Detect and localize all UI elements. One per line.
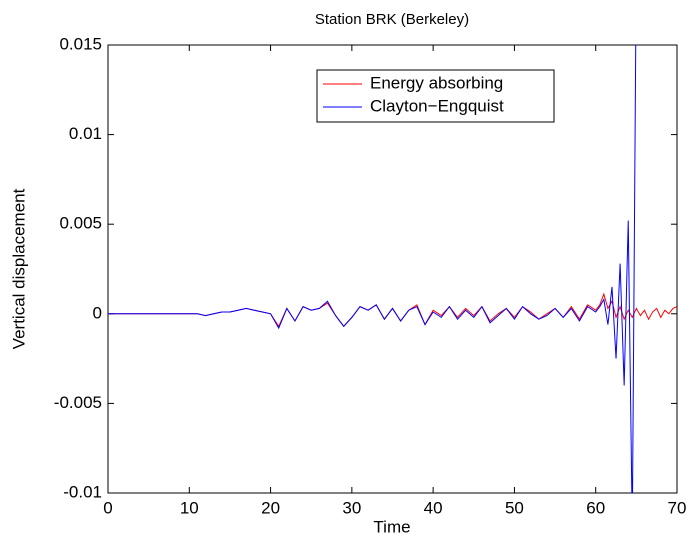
x-tick-label: 30 — [342, 498, 361, 517]
x-tick-label: 70 — [668, 498, 687, 517]
series-line — [108, 45, 637, 493]
x-tick-label: 20 — [261, 498, 280, 517]
legend-box — [316, 69, 555, 123]
y-tick-label: -0.005 — [54, 393, 102, 412]
legend-label: Energy absorbing — [370, 73, 503, 92]
y-tick-label: 0.005 — [59, 214, 102, 233]
y-tick-label: -0.01 — [63, 482, 102, 501]
y-tick-label: 0.015 — [59, 34, 102, 53]
x-tick-label: 10 — [180, 498, 199, 517]
x-tick-label: 60 — [586, 498, 605, 517]
y-axis-label: Vertical displacement — [9, 188, 28, 349]
chart-title: Station BRK (Berkeley) — [315, 11, 469, 28]
x-axis-label: Time — [373, 517, 410, 536]
y-tick-label: 0.01 — [69, 124, 102, 143]
x-tick-label: 50 — [505, 498, 524, 517]
x-tick-label: 0 — [103, 498, 112, 517]
x-tick-label: 40 — [424, 498, 443, 517]
legend-label: Clayton−Engquist — [370, 96, 504, 115]
y-tick-label: 0 — [93, 303, 102, 322]
plot-lines — [108, 45, 677, 493]
